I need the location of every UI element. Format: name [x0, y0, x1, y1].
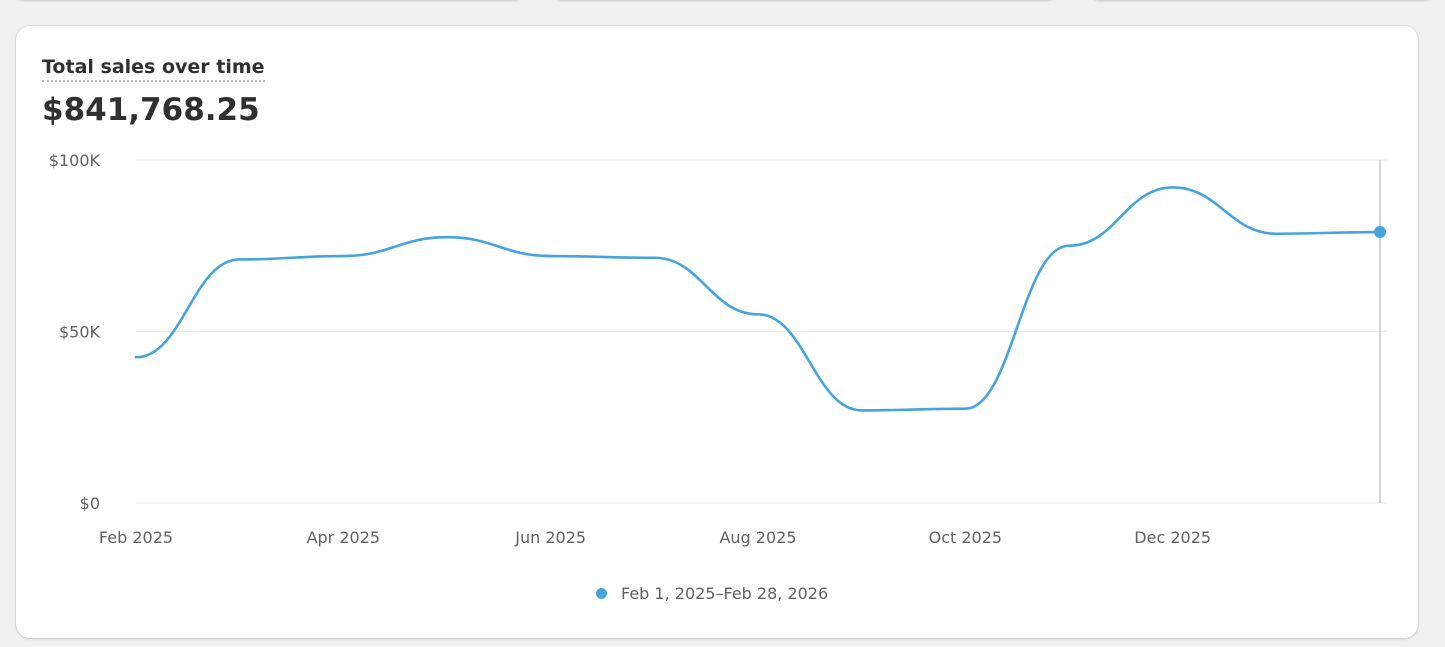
- total-sales-card: Total sales over time $841,768.25 $0 $50K…: [16, 26, 1418, 638]
- x-tick-label: Oct 2025: [929, 528, 1002, 547]
- total-sales-value: $841,768.25: [42, 92, 260, 128]
- sales-line-chart: $0 $50K $100K Feb 2025 Apr 2025 Jun 2025 Aug 2…: [49, 151, 1387, 547]
- legend-label: Feb 1, 2025–Feb 28, 2026: [621, 584, 829, 603]
- y-tick-label: $0: [80, 494, 100, 513]
- x-tick-label: Jun 2025: [514, 528, 586, 547]
- x-tick-label: Feb 2025: [99, 528, 173, 547]
- series-line: [134, 186, 1382, 412]
- card-title[interactable]: Total sales over time: [42, 56, 265, 82]
- y-tick-label: $50K: [59, 323, 101, 342]
- y-tick-label: $100K: [49, 151, 101, 170]
- x-tick-label: Apr 2025: [307, 528, 380, 547]
- highlighted-data-point: [1374, 226, 1386, 239]
- chart-legend: Feb 1, 2025–Feb 28, 2026: [596, 584, 828, 603]
- x-tick-label: Dec 2025: [1134, 528, 1211, 547]
- legend-dot: [596, 588, 607, 599]
- x-tick-label: Aug 2025: [719, 528, 796, 547]
